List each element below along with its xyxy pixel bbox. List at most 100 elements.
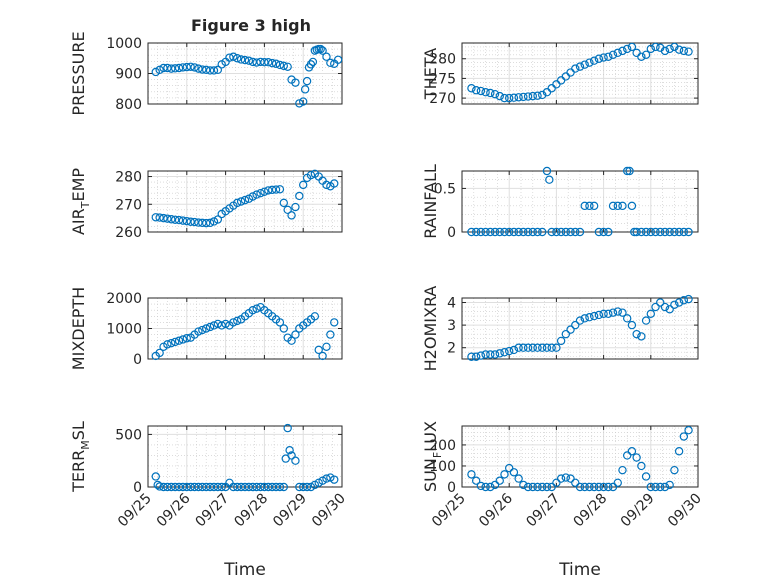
data-point — [604, 52, 613, 61]
y-tick-label: 0 — [133, 352, 142, 368]
data-point — [523, 92, 533, 101]
data-point — [299, 180, 308, 190]
data-point — [571, 227, 580, 237]
y-axis-label: RAINFALL — [421, 164, 440, 239]
data-point — [252, 304, 261, 313]
data-point — [279, 324, 288, 333]
grid — [147, 426, 343, 488]
data-point — [330, 179, 339, 188]
data-point — [665, 227, 674, 237]
data-point — [632, 453, 641, 462]
y-tick-label: 1000 — [106, 322, 142, 338]
data-point — [575, 62, 585, 71]
data-point — [585, 313, 594, 322]
y-tick-label: 800 — [115, 97, 142, 113]
data-point — [201, 65, 211, 75]
data-point — [547, 482, 556, 492]
data-point — [641, 472, 651, 481]
data-point — [533, 227, 542, 237]
data-point — [528, 227, 538, 237]
data-point — [252, 190, 261, 199]
data-point — [287, 336, 296, 345]
data-point — [283, 205, 292, 215]
data-point — [538, 343, 547, 352]
data-point — [240, 55, 250, 65]
data-point — [476, 86, 486, 96]
data-point — [679, 296, 689, 305]
data-point — [500, 93, 509, 103]
data-point — [665, 305, 674, 314]
grid — [147, 297, 343, 360]
data-point — [229, 52, 238, 61]
data-point — [279, 482, 288, 492]
data-point — [330, 318, 339, 327]
subplot-6: 2 3 4 H2OMIXRA — [421, 286, 699, 371]
data-point — [632, 329, 641, 339]
data-point — [618, 308, 627, 317]
y-tick-label: 0.5 — [434, 181, 456, 197]
data-point — [155, 213, 164, 222]
data-point — [167, 215, 176, 224]
data-point — [519, 480, 528, 490]
data-point — [670, 465, 679, 475]
data-point — [209, 66, 219, 75]
data-point — [585, 58, 594, 67]
y-tick-label: 100 — [429, 459, 456, 475]
x-tick-label: 09/27 — [523, 491, 563, 531]
data-point — [627, 201, 637, 211]
data-point — [538, 90, 547, 100]
data-point — [608, 201, 618, 211]
data-point — [623, 451, 632, 460]
data-point — [271, 59, 281, 68]
data-point — [571, 64, 580, 73]
data-point — [533, 482, 542, 492]
data-point — [308, 57, 318, 67]
data-point — [194, 64, 203, 73]
y-axis-label: MIXDEPTH — [69, 287, 88, 370]
data-point — [201, 324, 211, 333]
data-point — [533, 343, 542, 352]
data-point — [314, 345, 323, 355]
data-point — [505, 227, 514, 237]
data-point — [248, 192, 257, 201]
data-point — [538, 227, 547, 237]
data-point — [656, 227, 665, 237]
x-axis-label: Time — [223, 560, 266, 580]
data-point — [271, 185, 281, 194]
data-point — [167, 64, 176, 73]
y-axis-label: SUNFLUX — [421, 421, 444, 492]
data-point — [552, 227, 561, 237]
data-point — [665, 480, 674, 490]
data-point — [589, 201, 599, 211]
data-point — [679, 432, 689, 441]
x-tick-label: 09/26 — [476, 490, 516, 530]
data-point — [190, 63, 199, 72]
data-point — [627, 447, 637, 456]
y-axis-label: PRESSURE — [69, 31, 88, 115]
data-point — [613, 478, 622, 487]
data-point — [651, 227, 660, 237]
data-point — [523, 343, 533, 352]
data-point — [561, 473, 571, 482]
data-point — [244, 56, 254, 65]
y-tick-label: 2 — [447, 341, 456, 357]
data-point — [333, 55, 343, 64]
data-point — [514, 227, 523, 237]
data-point — [519, 343, 528, 352]
data-point — [623, 314, 632, 323]
data-point — [295, 191, 304, 201]
data-point — [476, 481, 486, 491]
x-tick-label: 09/27 — [193, 491, 233, 531]
y-tick-label: 0 — [133, 480, 142, 496]
series-markers — [151, 44, 343, 108]
data-point — [599, 309, 608, 319]
x-tick-label: 09/25 — [429, 491, 469, 531]
data-point — [279, 61, 288, 71]
data-point — [519, 92, 528, 102]
data-point — [505, 346, 514, 356]
data-point — [613, 48, 622, 58]
data-point — [594, 482, 604, 492]
data-point — [326, 58, 335, 68]
